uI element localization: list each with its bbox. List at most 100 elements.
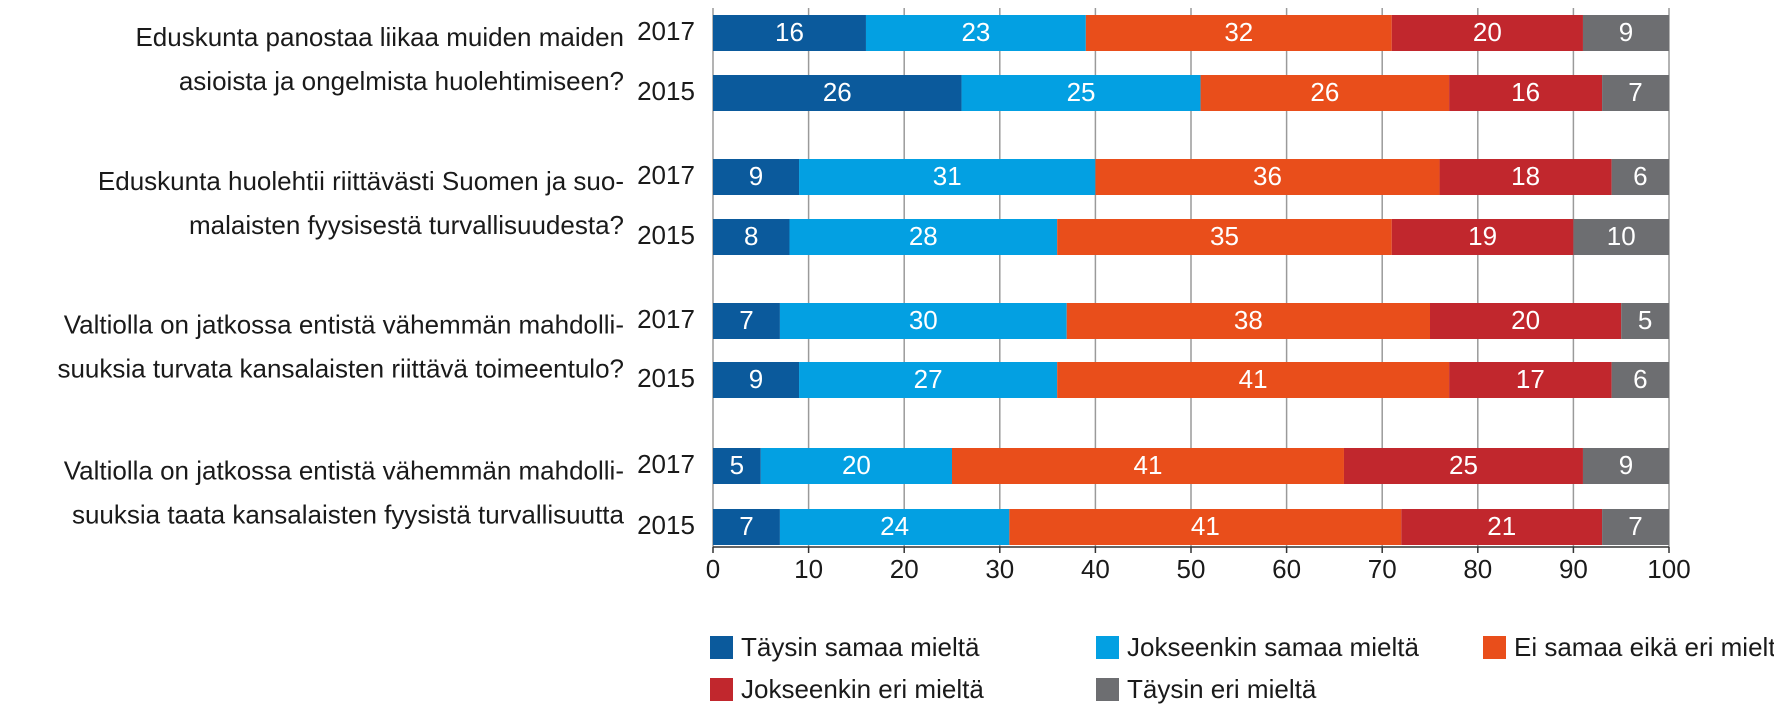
value-label: 9 xyxy=(1619,450,1633,480)
bar-segment xyxy=(1611,159,1669,195)
x-tick-label: 20 xyxy=(890,554,919,584)
x-tick-label: 70 xyxy=(1368,554,1397,584)
bar-segment xyxy=(1066,303,1430,339)
value-label: 6 xyxy=(1633,364,1647,394)
value-label: 8 xyxy=(744,221,758,251)
bar-segment xyxy=(713,448,761,484)
legend-label: Jokseenkin samaa mieltä xyxy=(1127,632,1419,662)
year-label: 2017 xyxy=(637,160,695,190)
bar-segment xyxy=(961,75,1201,111)
year-label: 2017 xyxy=(637,16,695,46)
value-label: 9 xyxy=(749,161,763,191)
bar-segment xyxy=(1391,15,1583,51)
value-label: 23 xyxy=(961,17,990,47)
value-label: 19 xyxy=(1468,221,1497,251)
question-label: suuksia turvata kansalaisten riittävä to… xyxy=(57,353,624,383)
legend-label: Ei samaa eikä eri mieltä xyxy=(1514,632,1774,662)
legend-swatch xyxy=(710,678,733,701)
bar-segment xyxy=(779,509,1010,545)
bar-segment xyxy=(1611,362,1669,398)
value-label: 7 xyxy=(739,305,753,335)
bar-segment xyxy=(779,303,1067,339)
legend-swatch xyxy=(1096,678,1119,701)
x-tick-label: 60 xyxy=(1272,554,1301,584)
value-label: 24 xyxy=(880,511,909,541)
bar-segment xyxy=(1095,159,1440,195)
value-label: 9 xyxy=(749,364,763,394)
value-label: 41 xyxy=(1191,511,1220,541)
value-label: 5 xyxy=(730,450,744,480)
bar-segment xyxy=(713,75,962,111)
bar-segment xyxy=(1582,15,1669,51)
bar-segment xyxy=(713,509,780,545)
value-label: 31 xyxy=(933,161,962,191)
value-label: 30 xyxy=(909,305,938,335)
legend-swatch xyxy=(1096,636,1119,659)
bar-segment xyxy=(1401,509,1603,545)
value-label: 7 xyxy=(1628,511,1642,541)
year-label: 2015 xyxy=(637,510,695,540)
legend-label: Täysin samaa mieltä xyxy=(741,632,980,662)
year-label: 2017 xyxy=(637,304,695,334)
bar-segment xyxy=(1621,303,1669,339)
year-label: 2015 xyxy=(637,76,695,106)
value-label: 18 xyxy=(1511,161,1540,191)
value-label: 16 xyxy=(775,17,804,47)
bar-segment xyxy=(760,448,952,484)
bar-segment xyxy=(1057,219,1392,255)
value-label: 21 xyxy=(1487,511,1516,541)
bar-segment xyxy=(1343,448,1583,484)
value-label: 6 xyxy=(1633,161,1647,191)
value-label: 26 xyxy=(1310,77,1339,107)
x-tick-label: 100 xyxy=(1647,554,1690,584)
x-tick-label: 80 xyxy=(1463,554,1492,584)
value-label: 20 xyxy=(842,450,871,480)
question-label: suuksia taata kansalaisten fyysistä turv… xyxy=(72,499,625,529)
bar-segment xyxy=(1057,362,1450,398)
question-label: Valtiolla on jatkossa entistä vähemmän m… xyxy=(64,455,624,485)
question-label: asioista ja ongelmista huolehtimiseen? xyxy=(179,66,624,96)
bar-segment xyxy=(799,159,1096,195)
bar-segment xyxy=(713,362,800,398)
bar-segment xyxy=(865,15,1086,51)
bar-segment xyxy=(713,303,780,339)
value-label: 9 xyxy=(1619,17,1633,47)
bar-segment xyxy=(1449,75,1603,111)
value-label: 16 xyxy=(1511,77,1540,107)
question-label: Valtiolla on jatkossa entistä vähemmän m… xyxy=(64,309,624,339)
question-label: Eduskunta huolehtii riittävästi Suomen j… xyxy=(98,166,624,196)
year-label: 2015 xyxy=(637,220,695,250)
value-label: 25 xyxy=(1449,450,1478,480)
bar-segment xyxy=(713,159,800,195)
value-label: 20 xyxy=(1511,305,1540,335)
value-label: 20 xyxy=(1473,17,1502,47)
bar-segment xyxy=(1009,509,1402,545)
bar-segment xyxy=(1449,362,1612,398)
question-label: malaisten fyysisestä turvallisuudesta? xyxy=(189,210,624,240)
value-label: 36 xyxy=(1253,161,1282,191)
bar-segment xyxy=(1582,448,1669,484)
value-label: 25 xyxy=(1067,77,1096,107)
value-label: 35 xyxy=(1210,221,1239,251)
value-label: 7 xyxy=(1628,77,1642,107)
x-tick-label: 50 xyxy=(1177,554,1206,584)
bar-segment xyxy=(1085,15,1392,51)
value-label: 28 xyxy=(909,221,938,251)
question-label: Eduskunta panostaa liikaa muiden maiden xyxy=(135,22,624,52)
value-label: 17 xyxy=(1516,364,1545,394)
value-label: 38 xyxy=(1234,305,1263,335)
value-label: 7 xyxy=(739,511,753,541)
value-label: 5 xyxy=(1638,305,1652,335)
bar-segment xyxy=(713,15,866,51)
value-label: 41 xyxy=(1134,450,1163,480)
value-label: 10 xyxy=(1607,221,1636,251)
x-tick-label: 40 xyxy=(1081,554,1110,584)
bar-segment xyxy=(789,219,1058,255)
year-label: 2015 xyxy=(637,363,695,393)
value-label: 32 xyxy=(1224,17,1253,47)
x-tick-label: 0 xyxy=(706,554,720,584)
x-tick-label: 90 xyxy=(1559,554,1588,584)
bar-segment xyxy=(1602,509,1669,545)
bar-segment xyxy=(1391,219,1574,255)
